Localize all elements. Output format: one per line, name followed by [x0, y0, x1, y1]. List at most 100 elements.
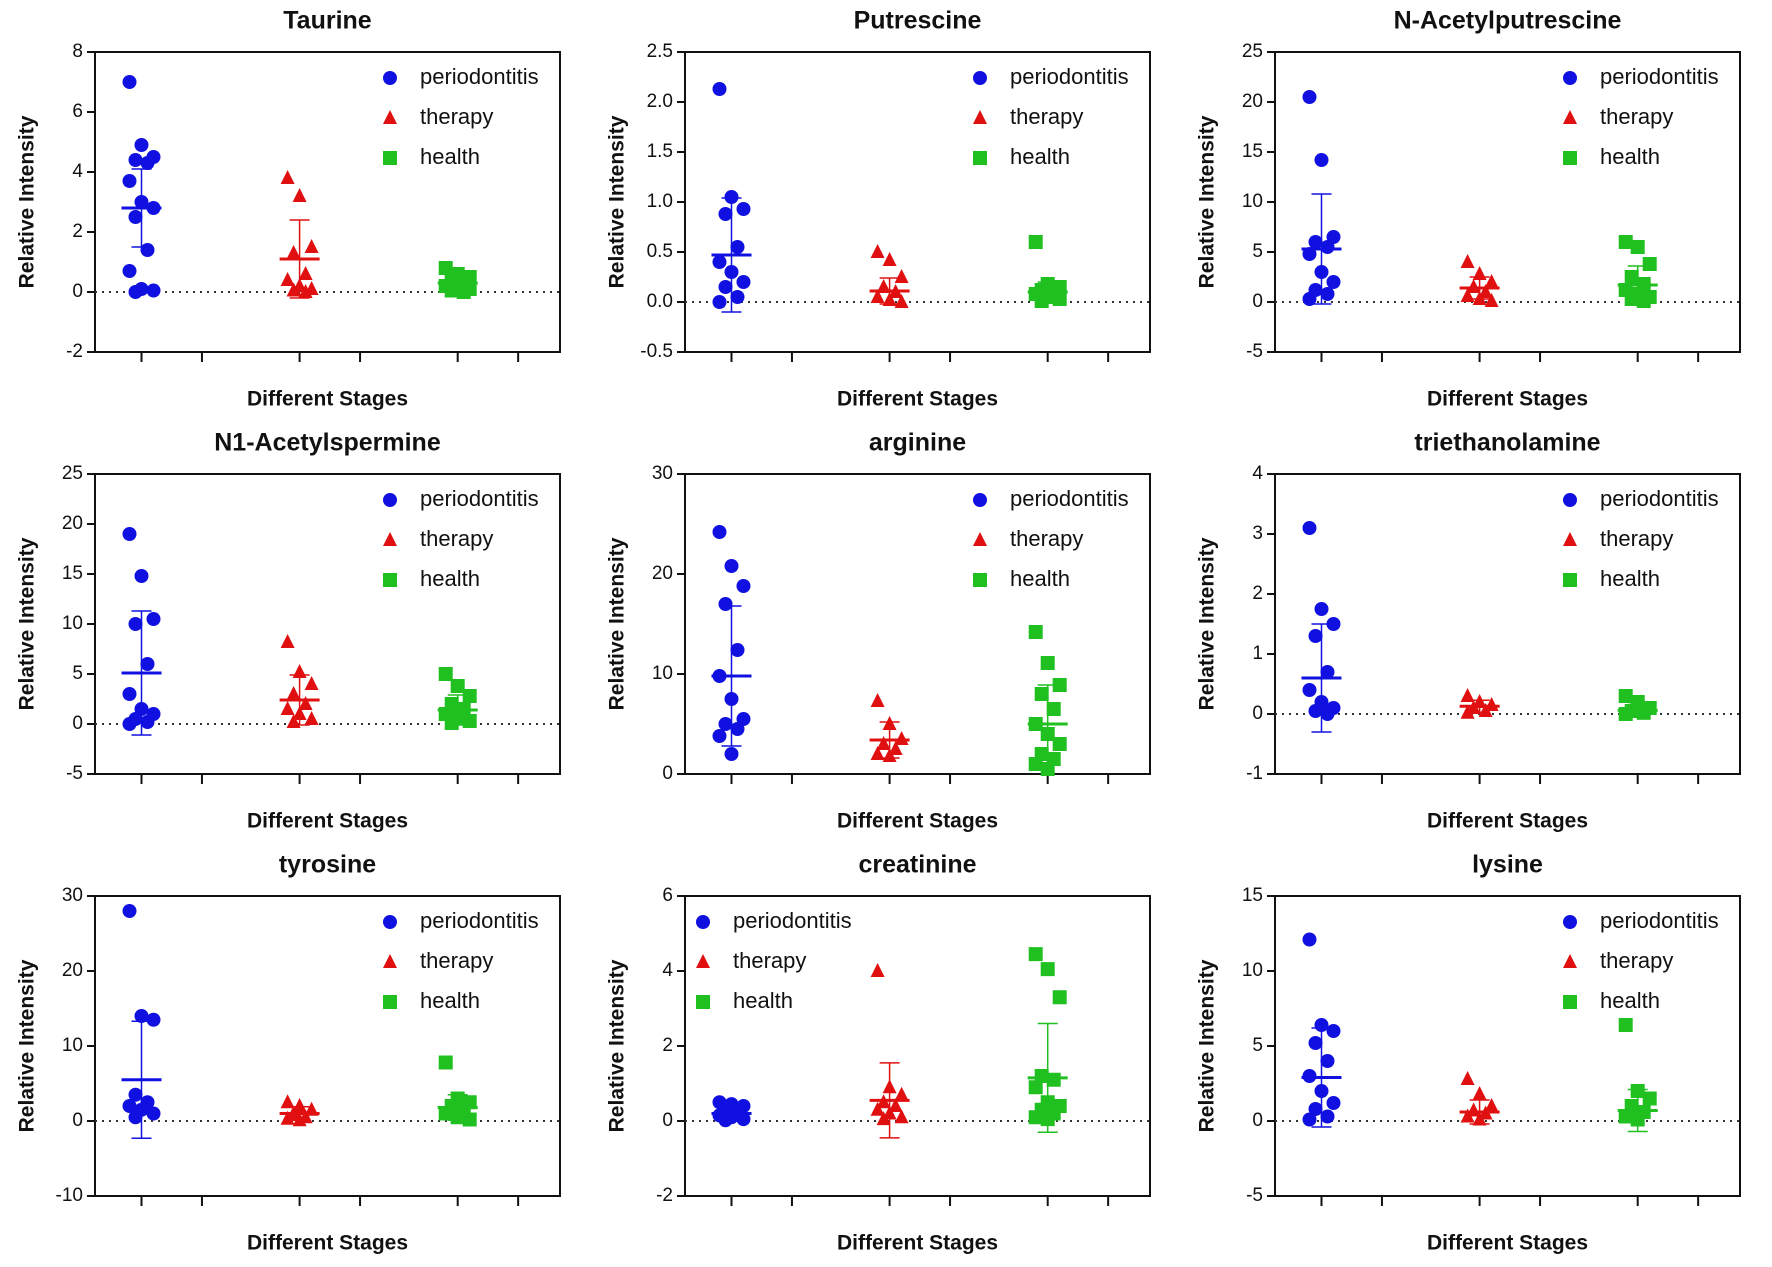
- x-axis-label: Different Stages: [1427, 1232, 1588, 1255]
- y-tick-label: 0: [1252, 1110, 1263, 1131]
- data-point: [730, 722, 745, 736]
- data-point: [724, 747, 739, 761]
- chart-title: triethanolamine: [1414, 429, 1600, 457]
- legend-label: therapy: [1600, 526, 1673, 551]
- y-tick-label: 4: [72, 161, 83, 182]
- data-point: [456, 285, 471, 299]
- data-point: [122, 687, 137, 701]
- y-tick-label: 20: [652, 563, 673, 584]
- data-point: [1052, 990, 1067, 1005]
- y-axis-label: Relative Intensity: [606, 959, 629, 1132]
- data-point: [280, 272, 295, 286]
- y-tick-label: 6: [662, 885, 673, 906]
- legend-label: periodontitis: [733, 908, 852, 933]
- y-tick-label: 4: [1252, 463, 1263, 484]
- y-axis-label: Relative Intensity: [606, 115, 629, 288]
- data-point: [1028, 625, 1043, 639]
- data-point: [1484, 293, 1499, 307]
- data-point: [888, 741, 903, 755]
- legend-label: periodontitis: [1010, 486, 1129, 511]
- data-point: [712, 82, 727, 96]
- data-point: [894, 269, 909, 283]
- data-point: [462, 714, 477, 728]
- data-point: [724, 559, 739, 573]
- data-point: [146, 612, 161, 626]
- data-point: [1302, 932, 1317, 947]
- data-point: [122, 75, 137, 89]
- legend-label: therapy: [420, 526, 493, 551]
- data-point: [1028, 757, 1043, 771]
- y-tick-label: 10: [62, 613, 83, 634]
- data-point: [304, 239, 319, 253]
- y-tick-label: -5: [1246, 1185, 1263, 1206]
- data-point: [1308, 1036, 1323, 1050]
- data-point: [870, 244, 885, 258]
- data-point: [122, 264, 137, 278]
- legend-label: therapy: [420, 104, 493, 129]
- data-point: [1308, 704, 1323, 718]
- legend-label: periodontitis: [1010, 64, 1129, 89]
- data-point: [128, 1087, 143, 1102]
- data-point: [1302, 521, 1317, 535]
- data-point: [1314, 153, 1329, 167]
- data-point: [1618, 1109, 1633, 1124]
- data-point: [1046, 1072, 1061, 1087]
- y-tick-label: 10: [62, 1035, 83, 1056]
- data-point: [1478, 703, 1493, 717]
- legend-label: periodontitis: [420, 64, 539, 89]
- data-point: [718, 207, 733, 221]
- data-point: [718, 717, 733, 731]
- y-tick-label: 15: [62, 563, 83, 584]
- data-point: [1046, 702, 1061, 716]
- x-axis-label: Different Stages: [837, 810, 998, 833]
- legend-marker: [696, 954, 710, 968]
- y-tick-label: 0: [662, 763, 673, 784]
- legend-marker: [973, 151, 987, 165]
- y-tick-label: 8: [72, 41, 83, 62]
- data-point: [128, 153, 143, 167]
- y-tick-label: -0.5: [640, 341, 673, 362]
- y-tick-label: 0: [662, 1110, 673, 1131]
- y-tick-label: 1.0: [647, 191, 673, 212]
- legend-label: health: [1600, 144, 1660, 169]
- data-point: [1326, 275, 1341, 289]
- chart-title: N1-Acetylspermine: [214, 429, 441, 457]
- data-point: [736, 579, 751, 593]
- plot-frame: [94, 473, 561, 775]
- chart-title: N-Acetylputrescine: [1394, 7, 1622, 35]
- data-point: [1624, 292, 1639, 306]
- data-point: [438, 1055, 453, 1070]
- data-point: [286, 282, 301, 297]
- data-point: [870, 963, 885, 977]
- data-point: [1618, 689, 1633, 703]
- x-axis-label: Different Stages: [1427, 810, 1588, 833]
- data-point: [280, 1094, 295, 1109]
- legend-label: health: [733, 988, 793, 1013]
- panel: N-Acetylputrescine Different Stages Relati…: [1196, 7, 1741, 411]
- data-point: [1624, 270, 1639, 284]
- data-point: [128, 617, 143, 631]
- data-point: [1320, 1109, 1335, 1124]
- data-point: [1040, 656, 1055, 670]
- data-point: [1320, 707, 1335, 721]
- data-point: [730, 643, 745, 657]
- legend-label: health: [1600, 988, 1660, 1013]
- panel: tyrosine Different Stages Relative Intensi…: [16, 851, 561, 1255]
- data-point: [1320, 665, 1335, 679]
- data-point: [1618, 1018, 1633, 1032]
- legend-marker: [973, 110, 987, 124]
- data-point: [736, 202, 751, 216]
- y-tick-label: 15: [1242, 885, 1263, 906]
- y-tick-label: 20: [1242, 91, 1263, 112]
- data-point: [882, 252, 897, 266]
- x-axis-label: Different Stages: [837, 1232, 998, 1255]
- data-point: [140, 657, 155, 671]
- legend-marker: [1563, 995, 1577, 1009]
- data-point: [1302, 1112, 1317, 1127]
- data-point: [1040, 962, 1055, 977]
- data-point: [730, 290, 745, 304]
- legend-label: health: [1010, 144, 1070, 169]
- data-point: [450, 679, 465, 693]
- legend-marker: [1563, 573, 1577, 587]
